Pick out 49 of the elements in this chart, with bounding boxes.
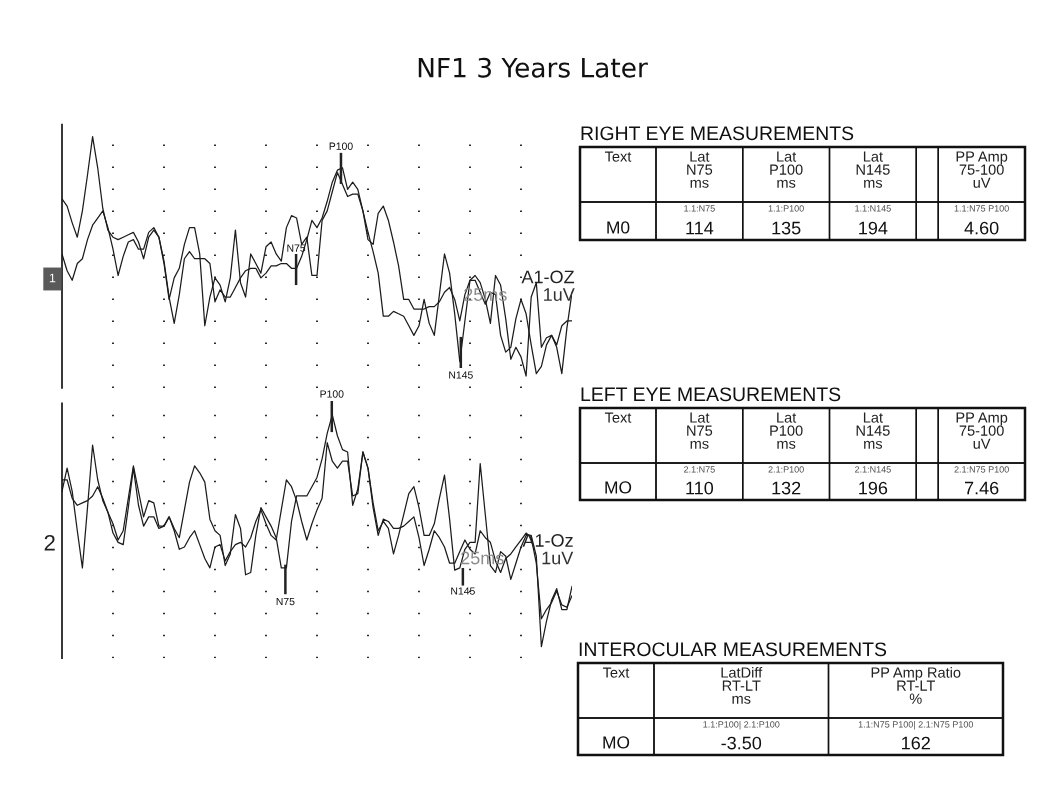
text: Text bbox=[604, 151, 632, 162]
category-label: PP Amp 75-100 uV bbox=[956, 412, 1008, 449]
category-label: Lat P100 ms bbox=[770, 412, 803, 449]
category-label: Lat N75 ms bbox=[687, 151, 713, 188]
text: 135 bbox=[772, 221, 801, 235]
text: 1.1:P100 bbox=[768, 205, 804, 212]
category-label: PP Amp 75-100 uV bbox=[956, 151, 1008, 188]
y-axis-title: 1 bbox=[49, 273, 56, 283]
annotation: P100 bbox=[329, 142, 353, 150]
chart-title: NF1 3 Years Later bbox=[418, 57, 648, 78]
text: 2.1:N75 bbox=[684, 466, 715, 473]
text: 2.1:P100 bbox=[768, 466, 804, 473]
category-label: Lat N145 ms bbox=[856, 151, 890, 188]
annotation: 1uV bbox=[542, 551, 574, 565]
category-label: MO bbox=[603, 736, 630, 749]
category-label: Lat P100 ms bbox=[770, 151, 803, 188]
text: 110 bbox=[686, 481, 714, 495]
text: 1.1:N75 P100| 2.1:N75 P100 bbox=[858, 721, 974, 730]
text: 7.46 bbox=[964, 481, 999, 495]
category-label: M0 bbox=[607, 221, 630, 234]
text: Text bbox=[604, 412, 632, 423]
text: -3.50 bbox=[721, 736, 762, 750]
text: 1.1:N75 P100 bbox=[954, 205, 1009, 212]
text: 4.60 bbox=[964, 221, 999, 235]
y-axis-title: 2 bbox=[44, 535, 55, 551]
text: 194 bbox=[859, 221, 888, 235]
text: 162 bbox=[902, 736, 930, 750]
text: RIGHT EYE MEASUREMENTS bbox=[581, 126, 854, 141]
text: 1.1:N75 bbox=[684, 205, 715, 212]
text: P100 bbox=[320, 390, 344, 398]
annotation: A1-OZ bbox=[521, 270, 575, 284]
text: 2.1:N75 P100 bbox=[954, 466, 1009, 473]
category-label: PP Amp Ratio RT-LT % bbox=[871, 667, 961, 704]
annotation: N145 bbox=[451, 587, 475, 595]
annotation: N75 bbox=[276, 597, 295, 606]
annotation: N145 bbox=[449, 371, 473, 379]
text: 114 bbox=[686, 221, 714, 235]
text: 1.1:P100| 2.1:P100 bbox=[703, 721, 780, 730]
text: 132 bbox=[772, 481, 801, 495]
text: Text bbox=[602, 667, 630, 678]
category-label: LatDiff RT-LT ms bbox=[721, 667, 763, 704]
text: 1.1:N145 bbox=[855, 205, 891, 212]
text: 2.1:N145 bbox=[855, 466, 891, 473]
text: LEFT EYE MEASUREMENTS bbox=[581, 387, 841, 402]
text: 196 bbox=[859, 481, 888, 495]
text: INTEROCULAR MEASUREMENTS bbox=[579, 642, 887, 657]
category-label: Lat N75 ms bbox=[687, 412, 713, 449]
category-label: Lat N145 ms bbox=[856, 412, 890, 449]
category-label: MO bbox=[605, 481, 632, 494]
